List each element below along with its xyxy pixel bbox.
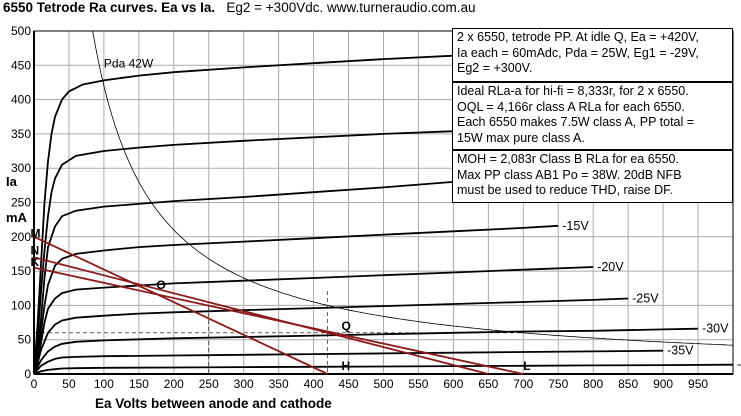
chart-title: 6550 Tetrode Ra curves. Ea vs Ia. Eg2 = …: [3, 0, 476, 15]
y-tick-label: 100: [11, 298, 31, 312]
anode-curves: [33, 52, 734, 375]
x-tick-label: 450: [339, 377, 359, 391]
tick-labels: 0 50 100 150 200 250 300 350 400 450 500 550 600 650 7…: [11, 24, 708, 391]
pda-curve-layer: Pda 42W: [92, 30, 734, 346]
x-tick-label: 200: [164, 377, 184, 391]
x-tick-label: 0: [31, 377, 38, 391]
x-tick-label: 650: [478, 377, 498, 391]
point-label: K: [31, 255, 40, 269]
y-axis-label-line1: Ia: [6, 174, 17, 189]
x-tick-label: 50: [62, 377, 76, 391]
x-tick-label: 600: [443, 377, 463, 391]
point-label: O: [156, 278, 165, 292]
x-tick-label: 700: [513, 377, 533, 391]
pda-curve-label: Pda 42W: [104, 56, 154, 70]
x-tick-label: 250: [199, 377, 219, 391]
info-box-load-line: 15W max pure class A.: [457, 130, 585, 145]
x-tick-label: 950: [688, 377, 708, 391]
point-label: L: [523, 359, 530, 373]
y-tick-label: 300: [11, 161, 31, 175]
point-label: H: [342, 359, 351, 373]
y-tick-label: 200: [11, 230, 31, 244]
x-tick-label: 100: [94, 377, 114, 391]
info-box-idle-line: Ia each = 60mAdc, Pda = 25W, Eg1 = -29V,: [457, 45, 699, 60]
info-box-load-line: Ideal RLa-a for hi-fi = 8,333r, for 2 x …: [457, 84, 689, 98]
y-tick-label: 350: [11, 127, 31, 141]
chart-subtitle: Eg2 = +300Vdc. www.turneraudio.com.au: [226, 0, 476, 15]
info-box-idle: 2 x 6550, tetrode PP. At idle Q, Ea = +4…: [452, 28, 733, 82]
x-tick-label: 400: [304, 377, 324, 391]
info-box-load-line: Each 6550 makes 7.5W class A, PP total =: [457, 115, 695, 129]
load-line: [33, 235, 328, 375]
y-tick-label: 0: [24, 367, 31, 381]
load-lines: [33, 235, 524, 375]
y-tick-label: 150: [11, 264, 31, 278]
info-box-load-line: OQL = 4,166r class A RLa for each 6550.: [457, 99, 685, 114]
load-line: [33, 256, 489, 375]
info-box-load: Ideal RLa-a for hi-fi = 8,333r, for 2 x …: [452, 82, 733, 150]
x-tick-label: 350: [269, 377, 289, 391]
axes: [33, 30, 734, 375]
info-box-idle-line: Eg2 = +300V.: [457, 61, 533, 75]
point-label: M: [31, 226, 41, 240]
x-tick-label: 850: [618, 377, 638, 391]
point-label: N: [31, 244, 40, 258]
anode-curve-series: [33, 124, 594, 375]
anode-curve-series: [33, 327, 699, 375]
info-box-idle-line: 2 x 6550, tetrode PP. At idle Q, Ea = +4…: [457, 30, 699, 44]
series-label: -40V: [737, 358, 741, 372]
chart-title-text: 6550 Tetrode Ra curves. Ea vs Ia.: [3, 0, 216, 15]
y-tick-label: 400: [11, 93, 31, 107]
x-tick-label: 900: [653, 377, 673, 391]
info-box-class-b: MOH = 2,083r Class B RLa for ea 6550. Ma…: [452, 150, 733, 203]
x-tick-label: 800: [583, 377, 603, 391]
x-tick-label: 500: [373, 377, 393, 391]
series-label: -15V: [562, 219, 589, 233]
x-tick-label: 300: [234, 377, 254, 391]
x-tick-label: 550: [408, 377, 428, 391]
anode-curve-series: [33, 181, 454, 375]
series-label: -20V: [597, 260, 624, 274]
info-box-class-b-line: MOH = 2,083r Class B RLa for ea 6550.: [457, 152, 679, 166]
series-label: -30V: [702, 322, 729, 336]
y-axis-label-line2: mA: [6, 210, 27, 225]
anode-curve-series: [33, 349, 664, 375]
series-label: -25V: [632, 292, 659, 306]
y-tick-label: 250: [11, 196, 31, 210]
anode-curve-series: [33, 266, 594, 375]
anode-curve-series: [33, 224, 559, 375]
x-axis-label: Ea Volts between anode and cathode: [95, 396, 332, 411]
x-tick-label: 750: [548, 377, 568, 391]
info-box-class-b-line: must be used to reduce THD, raise DF.: [457, 183, 673, 197]
anode-curve-series: [33, 363, 734, 375]
point-label: Q: [342, 319, 351, 333]
info-box-class-b-line: Max PP class AB1 Po = 38W. 20dB NFB: [457, 167, 682, 182]
load-line: [33, 266, 524, 375]
anode-curve-series: [33, 52, 524, 375]
y-tick-label: 50: [18, 333, 32, 347]
y-tick-label: 450: [11, 58, 31, 72]
series-label: -35V: [667, 344, 694, 358]
pda-curve: [92, 30, 734, 346]
y-tick-label: 500: [11, 24, 31, 38]
anode-curve-series: [33, 297, 629, 375]
x-tick-label: 150: [129, 377, 149, 391]
